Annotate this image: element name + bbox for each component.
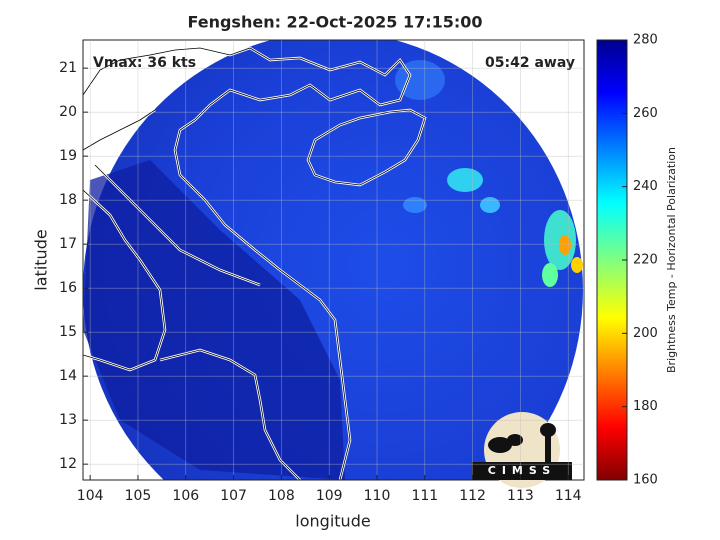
x-tick-label: 106: [172, 488, 199, 504]
x-tick-label: 107: [220, 488, 247, 504]
y-axis-label: latitude: [32, 229, 51, 290]
title: Fengshen: 22-Oct-2025 17:15:00: [187, 13, 482, 32]
y-tick-label: 15: [59, 324, 77, 340]
logo-text: CIMSS: [488, 464, 556, 477]
colorbar-tick-label: 240: [633, 179, 658, 194]
colorbar-tick-label: 180: [633, 399, 658, 414]
satellite-image: [83, 40, 583, 480]
colorbar-tick-label: 220: [633, 253, 658, 268]
y-tick-label: 16: [59, 280, 77, 296]
time-label: 05:42 away: [485, 55, 575, 71]
y-tick-label: 21: [59, 60, 77, 76]
x-tick-label: 109: [316, 488, 343, 504]
y-tick-label: 13: [59, 412, 77, 428]
cimss-logo: CIMSS: [472, 412, 572, 488]
plot-frame: [82, 39, 585, 481]
x-tick-label: 110: [364, 488, 391, 504]
y-tick-label: 18: [59, 192, 77, 208]
x-tick-label: 114: [555, 488, 582, 504]
x-tick-label: 113: [507, 488, 534, 504]
coastlines: [83, 46, 427, 480]
coastline: [83, 109, 301, 480]
x-tick-label: 108: [268, 488, 295, 504]
x-tick-label: 104: [77, 488, 104, 504]
y-tick-label: 12: [59, 456, 77, 472]
colorbar-tick-label: 200: [633, 326, 658, 341]
colorbar-tick-label: 160: [633, 473, 658, 488]
colorbar-tick-label: 280: [633, 33, 658, 48]
y-tick-label: 14: [59, 368, 77, 384]
y-tick-label: 20: [59, 104, 77, 120]
vmax-label: Vmax: 36 kts: [93, 55, 196, 71]
y-tick-label: 17: [59, 236, 77, 252]
x-tick-label: 112: [459, 488, 486, 504]
y-tick-label: 19: [59, 148, 77, 164]
colorbar-tick-label: 260: [633, 106, 658, 121]
colorbar-label: Brightness Temp - Horizontal Polarizatio…: [665, 147, 678, 373]
x-tick-label: 111: [411, 488, 438, 504]
x-axis-label: longitude: [295, 512, 370, 531]
coastline: [83, 47, 411, 480]
coastline: [307, 109, 426, 186]
x-tick-label: 105: [125, 488, 152, 504]
